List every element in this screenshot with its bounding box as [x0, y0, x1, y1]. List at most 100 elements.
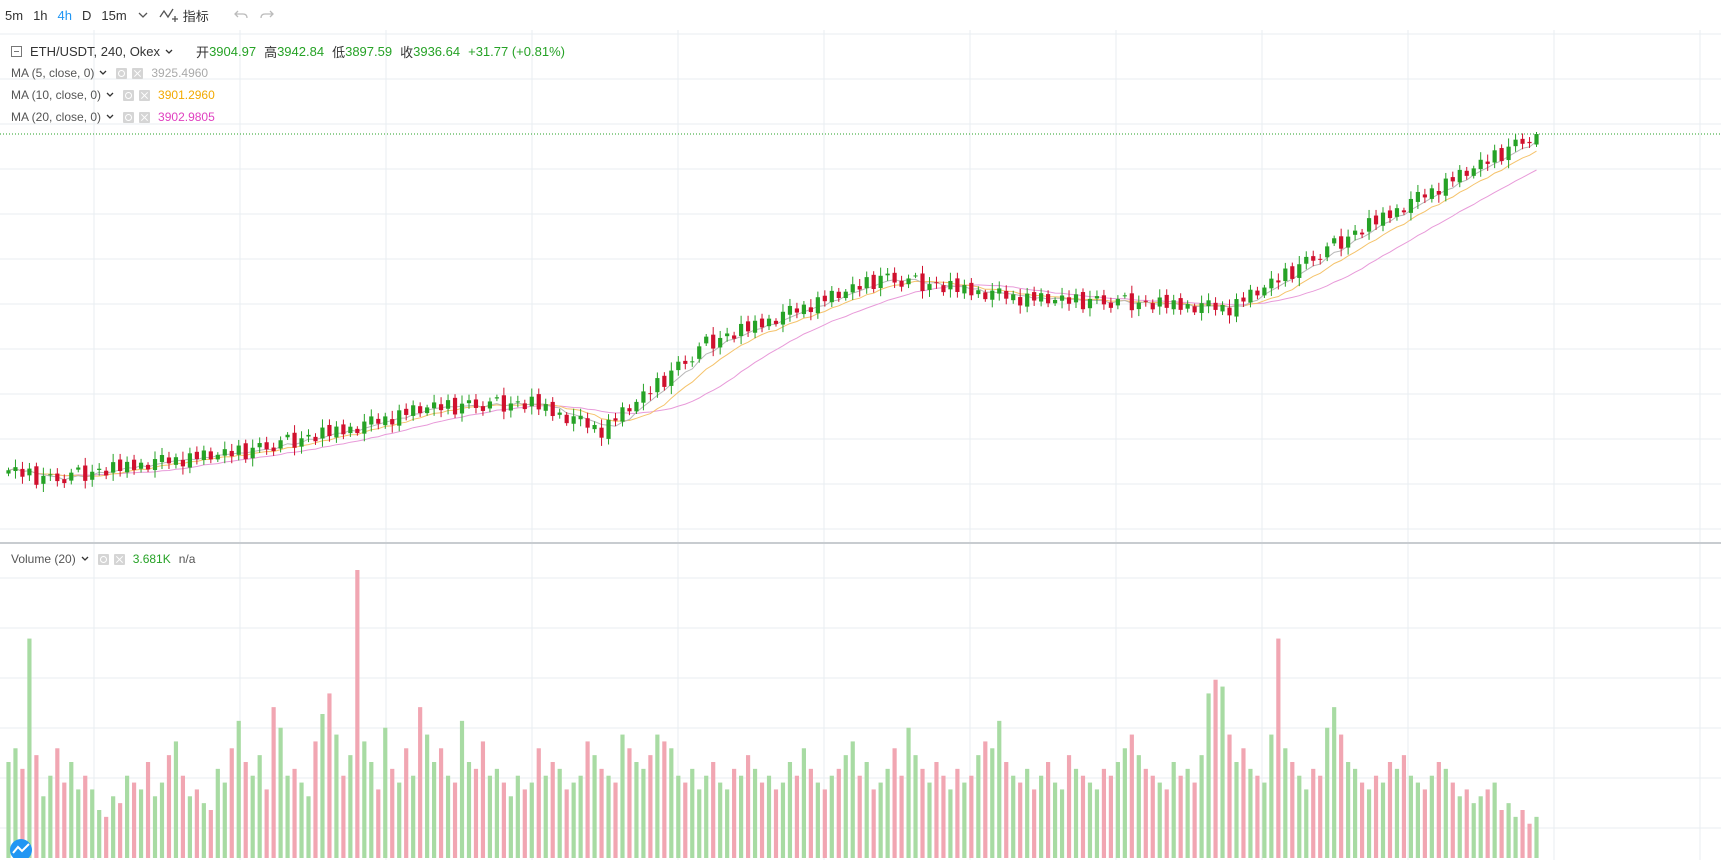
volume-bar	[264, 789, 269, 858]
chevron-down-icon[interactable]	[105, 90, 115, 100]
volume-na: n/a	[178, 552, 196, 566]
price-chart[interactable]	[0, 30, 1721, 860]
chevron-down-icon[interactable]	[105, 112, 115, 122]
volume-bar	[899, 775, 904, 858]
interval-5m[interactable]: 5m	[5, 7, 24, 23]
candle-body	[243, 443, 248, 460]
chevron-down-icon[interactable]	[164, 47, 174, 57]
candle-body	[564, 414, 569, 424]
interval-1h[interactable]: 1h	[33, 7, 48, 23]
candle-body	[376, 418, 381, 424]
candle-body	[1129, 293, 1134, 311]
ma10-value: 3901.2960	[158, 88, 215, 102]
symbol-label: ETH/USDT, 240, Okex	[30, 44, 161, 59]
volume-bar	[320, 714, 325, 858]
candle-body	[1373, 215, 1379, 225]
candle-body	[236, 445, 241, 455]
volume-name[interactable]: Volume (20)	[11, 552, 76, 566]
eye-icon[interactable]	[116, 67, 128, 79]
candle-body	[969, 282, 974, 296]
volume-bar	[564, 789, 569, 858]
candle-body	[1018, 297, 1023, 306]
high-value: 3942.84	[277, 44, 325, 59]
volume-bar	[1108, 775, 1113, 858]
ma10-line	[8, 150, 1537, 478]
volume-bar	[1353, 768, 1358, 858]
candle-body	[299, 438, 304, 447]
eye-icon[interactable]	[123, 111, 135, 123]
ma10-legend: MA (10, close, 0) 3901.2960	[11, 88, 215, 102]
ma5-legend: MA (5, close, 0) 3925.4960	[11, 66, 208, 80]
chevron-down-icon[interactable]	[98, 68, 108, 78]
candle-body	[1192, 306, 1197, 313]
volume-bar	[1171, 762, 1176, 858]
candle-body	[1499, 148, 1504, 162]
collapse-legend-icon[interactable]	[11, 46, 22, 57]
candle-body	[27, 468, 32, 476]
candle-body	[1353, 230, 1358, 235]
eye-icon[interactable]	[97, 553, 109, 565]
volume-bar	[180, 775, 186, 858]
interval-4h[interactable]: 4h	[57, 7, 72, 23]
volume-bar	[690, 768, 695, 858]
indicators-button[interactable]: 指标	[154, 6, 214, 25]
candle-body	[1506, 146, 1511, 161]
volume-bar	[278, 727, 283, 858]
undo-button[interactable]	[228, 8, 254, 22]
candle-body	[843, 291, 848, 299]
volume-bar	[739, 775, 744, 858]
volume-bar	[920, 768, 925, 858]
ma5-name[interactable]: MA (5, close, 0)	[11, 66, 95, 80]
close-icon[interactable]	[113, 553, 125, 565]
close-icon[interactable]	[132, 67, 144, 79]
volume-bar	[494, 768, 499, 858]
volume-bar	[1283, 748, 1288, 858]
candle-body	[222, 449, 227, 456]
volume-bar	[1520, 810, 1525, 858]
volume-bar	[1094, 789, 1100, 858]
volume-bar	[355, 570, 360, 858]
close-icon[interactable]	[139, 89, 151, 101]
candle-body	[1171, 300, 1176, 310]
candle-body	[257, 443, 262, 448]
ma20-name[interactable]: MA (20, close, 0)	[11, 110, 102, 124]
eye-icon[interactable]	[123, 89, 135, 101]
volume-bar	[1080, 775, 1086, 858]
candle-body	[1066, 297, 1072, 304]
candle-body	[327, 424, 332, 437]
volume-bar	[1492, 782, 1497, 858]
volume-bar	[292, 768, 297, 858]
volume-bar	[34, 755, 39, 858]
tradingview-logo-icon[interactable]	[8, 838, 34, 858]
volume-bar	[669, 748, 674, 858]
candle-body	[976, 290, 981, 295]
interval-15m[interactable]: 15m	[101, 7, 127, 23]
chevron-down-icon[interactable]	[80, 554, 90, 564]
volume-bar	[1346, 762, 1351, 858]
candle-body	[1094, 296, 1100, 299]
volume-bar	[1227, 734, 1232, 858]
candle-body	[452, 397, 458, 415]
candle-body	[397, 410, 402, 426]
volume-bar	[1018, 782, 1023, 858]
candle-body	[1269, 278, 1274, 289]
volume-bar	[299, 782, 304, 858]
candle-body	[1206, 300, 1211, 307]
volume-bar	[41, 796, 46, 858]
volume-bar	[662, 741, 667, 858]
redo-button[interactable]	[254, 8, 280, 22]
volume-bar	[571, 782, 576, 858]
candle-body	[1241, 297, 1246, 302]
volume-bar	[941, 775, 946, 858]
volume-bar	[808, 768, 813, 858]
candle-body	[592, 425, 597, 430]
volume-bar	[913, 755, 918, 858]
interval-d[interactable]: D	[82, 7, 92, 23]
candle-body	[1255, 290, 1260, 296]
volume-bar	[1478, 796, 1483, 858]
candle-body	[1311, 256, 1316, 261]
ma10-name[interactable]: MA (10, close, 0)	[11, 88, 102, 102]
close-icon[interactable]	[139, 111, 151, 123]
interval-dropdown[interactable]	[132, 9, 154, 21]
volume-bar	[1311, 768, 1316, 858]
